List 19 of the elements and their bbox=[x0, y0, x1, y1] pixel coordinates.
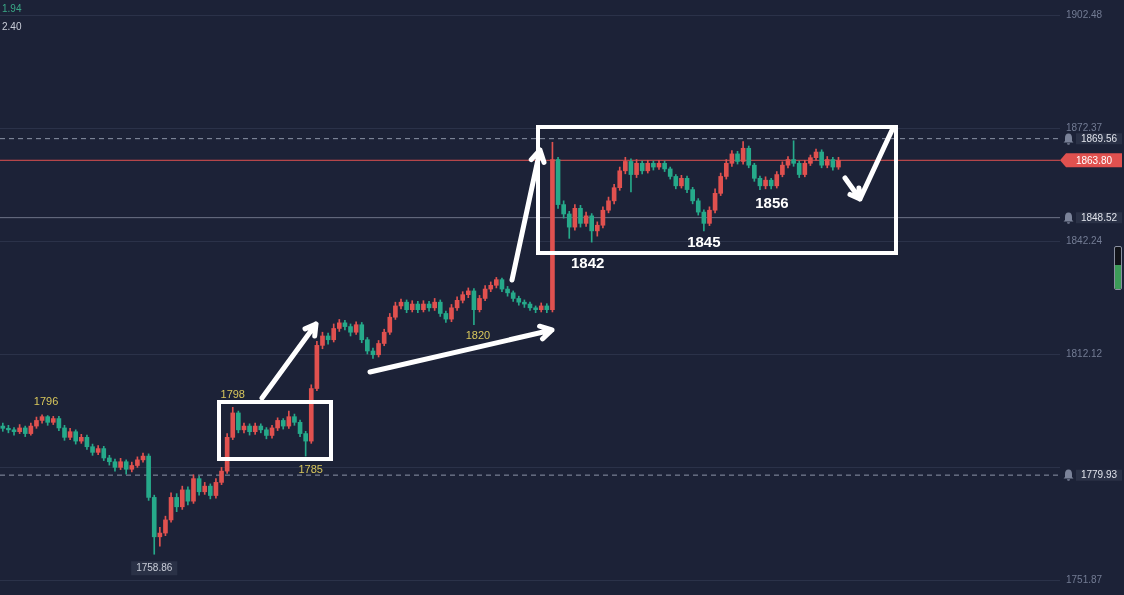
ref-line-label: 1863.80 bbox=[1075, 154, 1113, 166]
y-tick-label: 1842.24 bbox=[1066, 234, 1103, 246]
ref-line-label: 1848.52 bbox=[1080, 211, 1118, 223]
annotation: 1842 bbox=[571, 254, 605, 272]
y-tick-label: 1751.87 bbox=[1066, 574, 1103, 586]
annotation: 1796 bbox=[33, 394, 59, 407]
y-tick-label: 1812.12 bbox=[1066, 348, 1103, 360]
annotation: 2.40 bbox=[2, 20, 22, 32]
annotation: 1785 bbox=[298, 463, 323, 476]
annotation: 1758.86 bbox=[136, 562, 173, 574]
ref-line-label: 1869.56 bbox=[1080, 132, 1118, 144]
ref-line-label: 1779.93 bbox=[1080, 469, 1118, 481]
annotation: 1856 bbox=[755, 193, 789, 211]
annotation: 1845 bbox=[687, 233, 721, 251]
annotation: 1798 bbox=[220, 388, 245, 401]
annotation: 1.94 bbox=[2, 2, 22, 14]
y-tick-label: 1872.37 bbox=[1066, 121, 1103, 133]
y-tick-label: 1902.48 bbox=[1066, 8, 1103, 20]
annotation: 1820 bbox=[465, 328, 491, 341]
